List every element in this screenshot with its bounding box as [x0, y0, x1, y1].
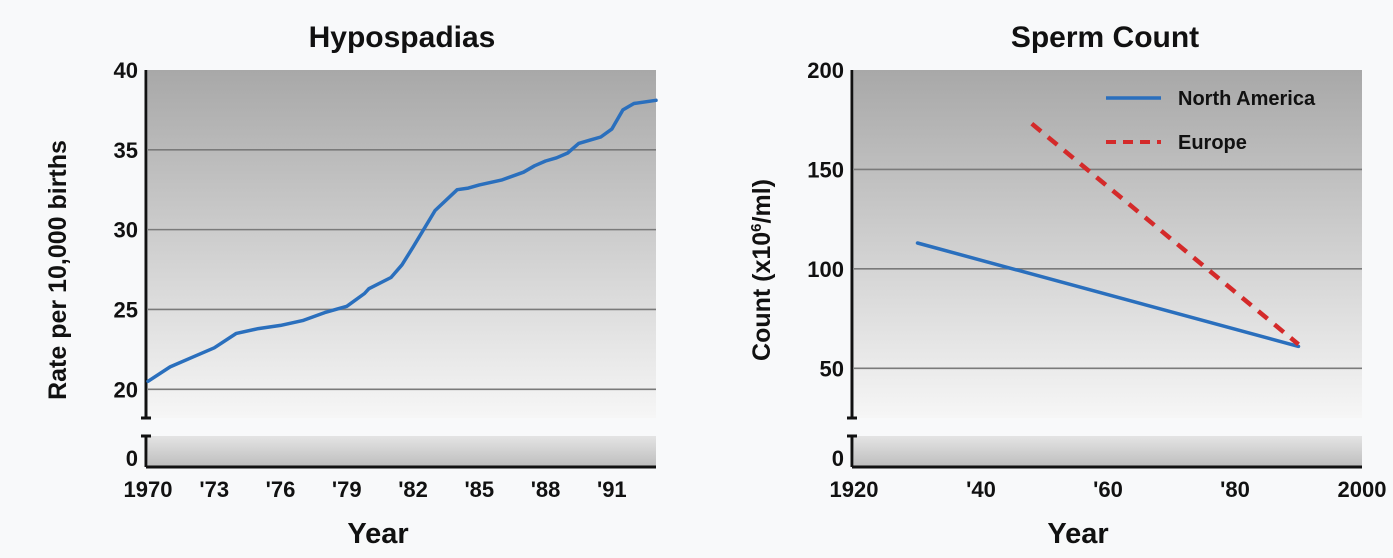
sperm-count-title: Sperm Count — [1011, 21, 1199, 54]
hypospadias-x-tick-label: '88 — [531, 477, 561, 502]
hypospadias-y-ticks: 0 20 25 30 35 40 — [114, 58, 138, 471]
sperm-count-x-tick-label: 1920 — [830, 477, 879, 502]
sperm-count-x-axis-label: Year — [1047, 518, 1108, 550]
sperm-count-x-ticks: 1920 '40 '60 '80 2000 — [830, 477, 1387, 502]
sperm-count-y-tick-label: 200 — [807, 58, 844, 83]
hypospadias-y-tick-label: 25 — [114, 297, 138, 322]
hypospadias-x-tick-label: '85 — [464, 477, 494, 502]
sperm-count-x-tick-label: '60 — [1093, 477, 1123, 502]
sperm-count-y-label-superscript: 6 — [748, 223, 765, 231]
sperm-count-y-tick-label: 150 — [807, 157, 844, 182]
hypospadias-x-tick-label: '82 — [398, 477, 428, 502]
sperm-count-y-tick-label: 100 — [807, 257, 844, 282]
sperm-count-gridlines — [854, 168, 1362, 370]
hypospadias-axis-break-band — [148, 436, 656, 467]
hypospadias-panel: 0 20 25 30 35 40 1970 '73 '76 '79 '82 '85 '88 '91 Hy… — [44, 21, 658, 550]
sperm-count-series — [915, 121, 1301, 349]
sperm-count-series-line-europe — [1030, 121, 1300, 347]
sperm-count-plot-area — [854, 70, 1362, 418]
hypospadias-x-axis-label: Year — [347, 518, 408, 550]
hypospadias-plot-area — [148, 70, 656, 418]
legend-label-europe: Europe — [1178, 132, 1247, 154]
hypospadias-title: Hypospadias — [309, 21, 496, 54]
sperm-count-y-label-suffix: /ml) — [748, 179, 776, 223]
hypospadias-series — [146, 98, 658, 384]
sperm-count-y-label-main: Count (x10 — [748, 232, 776, 361]
hypospadias-y-tick-label: 40 — [114, 58, 138, 83]
hypospadias-x-tick-label: 1970 — [124, 477, 173, 502]
hypospadias-x-tick-label: '73 — [199, 477, 229, 502]
hypospadias-y-tick-label: 0 — [126, 446, 138, 471]
hypospadias-axes — [141, 70, 656, 469]
sperm-count-series-line-north-america — [915, 241, 1301, 349]
sperm-count-x-tick-label: 2000 — [1338, 477, 1387, 502]
sperm-count-legend: North America Europe — [1106, 88, 1316, 154]
sperm-count-y-tick-label: 0 — [832, 446, 844, 471]
hypospadias-series-line — [146, 98, 658, 384]
hypospadias-y-tick-label: 20 — [114, 377, 138, 402]
hypospadias-y-tick-label: 30 — [114, 218, 138, 243]
sperm-count-y-axis-label: Count (x106/ml) — [748, 179, 776, 361]
sperm-count-y-ticks: 0 50 100 150 200 — [807, 58, 844, 471]
hypospadias-x-ticks: 1970 '73 '76 '79 '82 '85 '88 '91 — [124, 477, 627, 502]
hypospadias-x-tick-label: '91 — [597, 477, 627, 502]
legend-label-north-america: North America — [1178, 88, 1316, 110]
sperm-count-panel: 0 50 100 150 200 1920 '40 '60 '80 2000 North Ame… — [748, 21, 1386, 550]
hypospadias-x-tick-label: '76 — [266, 477, 296, 502]
sperm-count-x-tick-label: '40 — [966, 477, 996, 502]
sperm-count-axis-break-band — [854, 436, 1362, 467]
sperm-count-y-tick-label: 50 — [820, 356, 844, 381]
sperm-count-x-tick-label: '80 — [1220, 477, 1250, 502]
hypospadias-x-tick-label: '79 — [332, 477, 362, 502]
hypospadias-y-tick-label: 35 — [114, 138, 138, 163]
hypospadias-y-axis-label: Rate per 10,000 births — [44, 140, 72, 400]
sperm-count-axes — [847, 70, 1362, 469]
